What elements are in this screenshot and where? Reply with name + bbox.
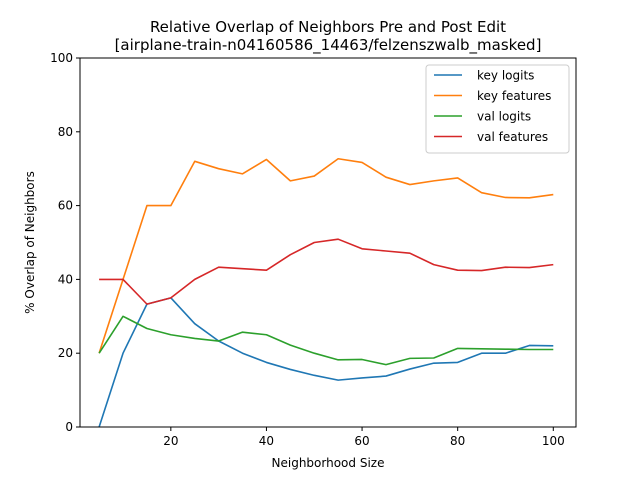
x-tick-label: 80 — [450, 434, 465, 448]
y-axis-label: % Overlap of Neighbors — [23, 171, 37, 314]
x-tick-label: 20 — [163, 434, 178, 448]
series-lines — [98, 157, 554, 428]
chart-subtitle: [airplane-train-n04160586_14463/felzensz… — [115, 36, 542, 55]
series-line-val-logits — [98, 315, 554, 366]
series-line-key-logits — [98, 297, 554, 428]
y-tick-label: 20 — [58, 346, 73, 360]
x-axis-label: Neighborhood Size — [272, 456, 385, 470]
y-tick-label: 40 — [58, 272, 73, 286]
y-tick-label: 80 — [58, 125, 73, 139]
x-axis-ticks: 20 40 60 80 100 — [163, 427, 565, 448]
y-tick-label: 0 — [65, 420, 73, 434]
x-tick-label: 100 — [542, 434, 565, 448]
y-axis-ticks: 0 20 40 60 80 100 — [50, 51, 80, 434]
y-tick-label: 60 — [58, 199, 73, 213]
series-line-val-features — [99, 238, 554, 305]
legend: key logits key features val logits val feat… — [425, 64, 570, 154]
x-tick-label: 40 — [259, 434, 274, 448]
axes-frame — [79, 57, 577, 428]
x-tick-label: 60 — [354, 434, 369, 448]
series-line-key-features — [98, 157, 554, 354]
legend-label-val-logits: val logits — [477, 110, 531, 124]
legend-label-key-logits: key logits — [477, 69, 534, 83]
chart-title: Relative Overlap of Neighbors Pre and Po… — [150, 18, 506, 36]
y-tick-label: 100 — [50, 51, 73, 65]
legend-label-key-features: key features — [477, 89, 551, 103]
plot-area: 20 40 60 80 100 0 20 40 60 80 100 — [50, 51, 577, 448]
legend-label-val-features: val features — [477, 130, 548, 144]
legend-box — [425, 64, 570, 154]
